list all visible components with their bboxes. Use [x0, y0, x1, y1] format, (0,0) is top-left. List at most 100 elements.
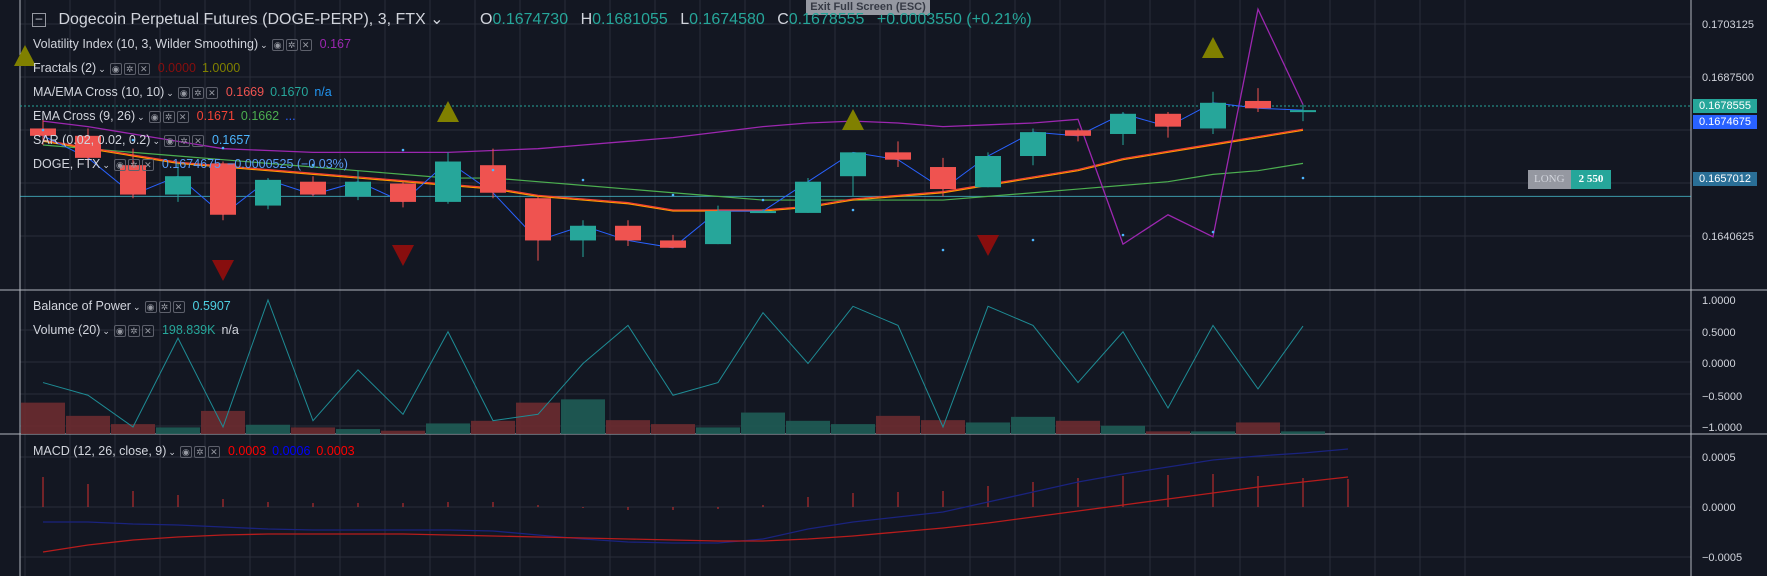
eye-icon[interactable]: ◉ — [163, 134, 176, 147]
indicator-label[interactable]: Volume (20) — [33, 323, 101, 337]
position-tag[interactable]: LONG 2 550 — [1528, 170, 1612, 189]
collapse-icon[interactable]: – — [32, 12, 46, 27]
symbol-title[interactable]: Dogecoin Perpetual Futures (DOGE-PERP), … — [58, 11, 426, 28]
chevron-down-icon[interactable]: ⌄ — [166, 88, 174, 98]
indicator-label[interactable]: SAR (0.02, 0.02, 0.2) — [33, 133, 151, 147]
close-icon[interactable]: ✕ — [137, 62, 150, 75]
indicator-label[interactable]: MA/EMA Cross (10, 10) — [33, 85, 165, 99]
close-icon[interactable]: ✕ — [207, 445, 220, 458]
eye-icon[interactable]: ◉ — [271, 38, 284, 51]
main-indicator-row[interactable]: EMA Cross (9, 26) ⌄ ◉ ✲ ✕ 0.1671 0.1662... — [33, 107, 296, 125]
close-icon[interactable]: ✕ — [172, 300, 185, 313]
eye-icon[interactable]: ◉ — [177, 86, 190, 99]
volume-bar — [741, 412, 785, 434]
gear-icon[interactable]: ✲ — [158, 300, 171, 313]
chevron-down-icon[interactable]: ⌄ — [132, 302, 141, 312]
candle-body — [1155, 113, 1181, 127]
chevron-down-icon[interactable]: ⌄ — [102, 326, 110, 336]
sar-dot — [131, 138, 135, 142]
gear-icon[interactable]: ✲ — [191, 86, 204, 99]
indicator-value: 0.1671 — [196, 109, 235, 123]
main-indicator-row[interactable]: SAR (0.02, 0.02, 0.2) ⌄ ◉ ✲ ✕ 0.1657 — [33, 131, 250, 149]
close-icon[interactable]: ✕ — [205, 86, 218, 99]
high-key: H — [580, 11, 593, 28]
candle-body — [1290, 110, 1316, 113]
bop-indicator-row[interactable]: Volume (20) ⌄ ◉ ✲ ✕ 198.839K n/a — [33, 321, 239, 339]
main-indicator-row[interactable]: Fractals (2) ⌄ ◉ ✲ ✕ 0.0000 1.0000 — [33, 59, 240, 77]
volume-bar — [291, 427, 335, 434]
gear-icon[interactable]: ✲ — [127, 158, 140, 171]
bop-line — [42, 298, 1304, 429]
close-icon[interactable]: ✕ — [299, 38, 312, 51]
sar-dot — [401, 148, 405, 152]
indicator-value: 0.1669 — [225, 85, 265, 99]
macd-axis-label: 0.0000 — [1702, 502, 1736, 514]
sar-dot — [1211, 230, 1215, 234]
eye-icon[interactable]: ◉ — [109, 62, 122, 75]
main-indicator-row[interactable]: DOGE, FTX ⌄ ◉ ✲ ✕ 0.1674675 −0.0000525 (−0.03%… — [33, 155, 348, 173]
macd-indicator-row[interactable]: MACD (12, 26, close, 9) ⌄ ◉ ✲ ✕ 0.0003 0.0006 0… — [33, 442, 355, 460]
gear-icon[interactable]: ✲ — [162, 110, 175, 123]
close-icon[interactable]: ✕ — [176, 110, 189, 123]
bop-axis-label: −0.5000 — [1702, 391, 1742, 403]
eye-icon[interactable]: ◉ — [179, 445, 192, 458]
position-qty: 2 550 — [1570, 170, 1612, 189]
indicator-label[interactable]: Fractals (2) — [33, 61, 97, 75]
chevron-down-icon[interactable]: ⌄ — [102, 160, 110, 170]
chevron-down-icon[interactable]: ⌄ — [152, 136, 160, 146]
chevron-down-icon[interactable]: ⌄ — [430, 11, 444, 28]
eye-icon[interactable]: ◉ — [148, 110, 161, 123]
sar-dot — [581, 178, 585, 182]
indicator-label[interactable]: Balance of Power — [33, 299, 131, 313]
gear-icon[interactable]: ✲ — [193, 445, 206, 458]
indicator-label[interactable]: EMA Cross (9, 26) — [33, 109, 136, 123]
chevron-down-icon[interactable]: ⌄ — [98, 64, 106, 74]
indicator-label[interactable]: DOGE, FTX — [33, 157, 101, 171]
volume-bar — [381, 430, 425, 434]
volume-bar — [516, 402, 560, 434]
indicator-label[interactable]: Volatility Index (10, 3, Wilder Smoothin… — [33, 37, 259, 51]
chevron-down-icon[interactable]: ⌄ — [137, 112, 145, 122]
close-icon[interactable]: ✕ — [141, 158, 154, 171]
gear-icon[interactable]: ✲ — [123, 62, 136, 75]
indicator-label[interactable]: MACD (12, 26, close, 9) — [33, 444, 167, 458]
indicator-value: 0.1670 — [270, 85, 309, 99]
sar-dot — [1121, 233, 1125, 237]
volume-bar — [1236, 422, 1280, 434]
fractal-down-marker — [392, 245, 414, 266]
gear-icon[interactable]: ✲ — [127, 324, 140, 337]
close-icon[interactable]: ✕ — [191, 134, 204, 147]
change-value: +0.0003550 (+0.21%) — [876, 11, 1032, 28]
exit-fullscreen-button[interactable]: Exit Full Screen (ESC) — [806, 0, 930, 15]
candle-body — [660, 240, 686, 248]
symbol-header: – Dogecoin Perpetual Futures (DOGE-PERP)… — [32, 9, 1032, 29]
indicator-value: 0.1662 — [240, 109, 280, 123]
bop-axis-label: 1.0000 — [1702, 295, 1736, 307]
eye-icon[interactable]: ◉ — [113, 324, 126, 337]
eye-icon[interactable]: ◉ — [144, 300, 157, 313]
gear-icon[interactable]: ✲ — [177, 134, 190, 147]
main-indicator-row[interactable]: Volatility Index (10, 3, Wilder Smoothin… — [33, 35, 351, 53]
volume-bar — [1146, 431, 1190, 434]
candle-body — [75, 135, 101, 158]
open-value: 0.1674730 — [492, 11, 569, 28]
fractal-up-marker — [14, 45, 36, 66]
bop-indicator-row[interactable]: Balance of Power ⌄ ◉ ✲ ✕ 0.5907 — [33, 297, 231, 315]
volume-bar — [786, 420, 830, 434]
close-value: 0.1678555 — [788, 11, 865, 28]
ema-fast-line — [42, 128, 1304, 211]
indicator-value: 1.0000 — [201, 61, 241, 75]
candle-body — [1065, 130, 1091, 136]
volume-bar — [876, 415, 920, 434]
sar-dot — [761, 198, 765, 202]
main-indicator-row[interactable]: MA/EMA Cross (10, 10) ⌄ ◉ ✲ ✕ 0.1669 0.1670 n/a — [33, 83, 332, 101]
fractal-up-marker — [1202, 37, 1224, 58]
chevron-down-icon[interactable]: ⌄ — [168, 447, 176, 457]
gear-icon[interactable]: ✲ — [285, 38, 298, 51]
close-icon[interactable]: ✕ — [141, 324, 154, 337]
eye-icon[interactable]: ◉ — [113, 158, 126, 171]
chevron-down-icon[interactable]: ⌄ — [260, 40, 268, 50]
volume-bar — [66, 415, 110, 434]
candle-body — [1200, 102, 1226, 129]
